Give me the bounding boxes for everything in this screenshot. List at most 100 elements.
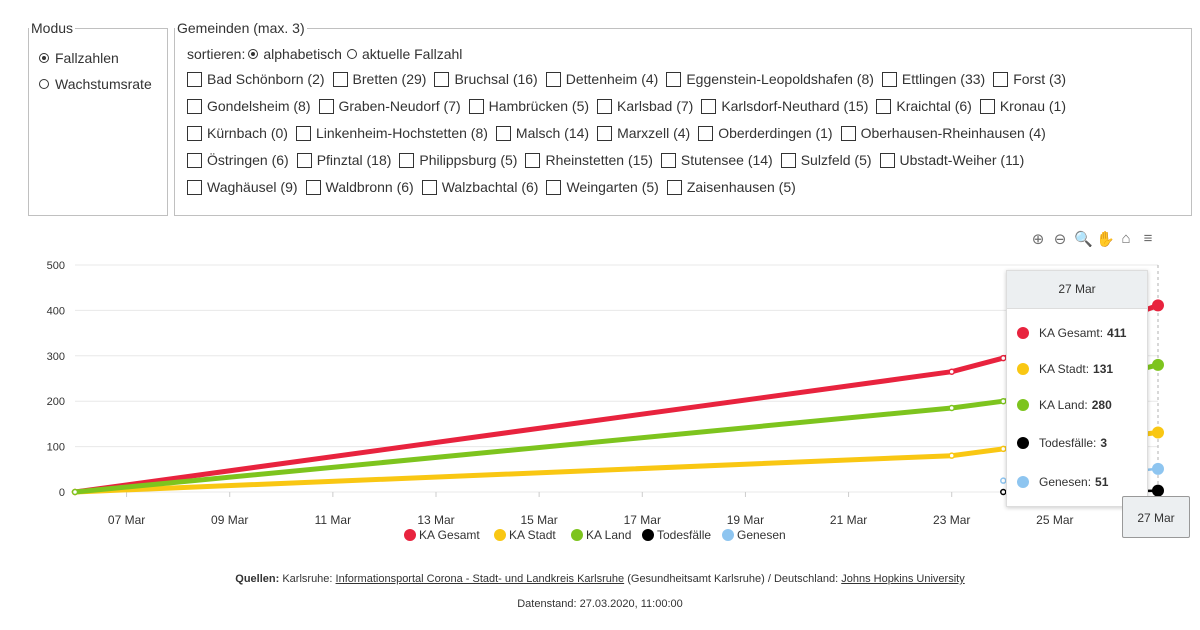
gemeinde-checkbox[interactable] — [660, 152, 676, 168]
gemeinde-option[interactable]: Rheinstetten (15) — [525, 152, 653, 168]
tooltip-label: Genesen: 51 — [1039, 475, 1109, 489]
gemeinde-option[interactable]: Hambrücken (5) — [468, 98, 589, 114]
tooltip-marker — [1017, 437, 1029, 449]
home-icon[interactable]: ⌂ — [1121, 230, 1131, 247]
data-point — [71, 488, 79, 496]
legend-marker — [722, 529, 734, 541]
data-timestamp: Datenstand: 27.03.2020, 11:00:00 — [517, 598, 683, 610]
radio-wachstumsrate[interactable] — [39, 79, 49, 89]
legend-label: KA Gesamt — [419, 528, 480, 542]
gemeinde-checkbox[interactable] — [666, 71, 682, 87]
gemeinde-option[interactable]: Waldbronn (6) — [305, 179, 414, 195]
gemeinde-option[interactable]: Gondelsheim (8) — [187, 98, 311, 114]
gemeinde-option[interactable]: Walzbachtal (6) — [421, 179, 539, 195]
gemeinde-checkbox[interactable] — [545, 71, 561, 87]
gemeinde-option[interactable]: Oberderdingen (1) — [698, 125, 833, 141]
tooltip-value: 51 — [1095, 475, 1109, 489]
gemeinde-checkbox[interactable] — [296, 152, 312, 168]
gemeinde-checkbox[interactable] — [876, 98, 892, 114]
pan-icon[interactable]: ✋ — [1096, 231, 1115, 248]
gemeinde-option[interactable]: Kraichtal (6) — [876, 98, 972, 114]
zoom-in-icon[interactable]: ⊕ — [1031, 231, 1045, 248]
gemeinde-option[interactable]: Sulzfeld (5) — [780, 152, 872, 168]
gemeinde-checkbox[interactable] — [701, 98, 717, 114]
gemeinde-option[interactable]: Linkenheim-Hochstetten (8) — [295, 125, 488, 141]
gemeinde-checkbox[interactable] — [187, 179, 202, 195]
gemeinde-label: Stutensee (14) — [680, 152, 773, 168]
gemeinden-group: Gemeinden (max. 3) sortieren: alphabetis… — [174, 20, 1192, 216]
gemeinde-option[interactable]: Weingarten (5) — [546, 179, 659, 195]
gemeinde-option[interactable]: Bruchsal (16) — [434, 71, 538, 87]
gemeinde-option[interactable]: Stutensee (14) — [660, 152, 773, 168]
gemeinde-checkbox[interactable] — [318, 98, 334, 114]
gemeinde-checkbox[interactable] — [434, 71, 450, 87]
zoom-selection-icon[interactable]: 🔍 — [1074, 231, 1093, 248]
radio-sort-fallzahl[interactable] — [346, 49, 357, 59]
tooltip-row: KA Gesamt: 411 — [1017, 326, 1126, 340]
radio-sort-alphabetisch[interactable] — [248, 49, 259, 59]
gemeinde-label: Bruchsal (16) — [454, 71, 538, 87]
gemeinde-option[interactable]: Pfinztal (18) — [296, 152, 391, 168]
gemeinde-option[interactable]: Malsch (14) — [495, 125, 589, 141]
gemeinde-checkbox[interactable] — [187, 152, 202, 168]
gemeinde-option[interactable]: Östringen (6) — [187, 152, 289, 168]
gemeinde-option[interactable]: Dettenheim (4) — [545, 71, 658, 87]
gemeinde-checkbox[interactable] — [666, 179, 682, 195]
gemeinde-checkbox[interactable] — [468, 98, 484, 114]
y-tick-label: 400 — [47, 305, 65, 317]
menu-icon[interactable]: ≡ — [1143, 230, 1153, 247]
gemeinde-option[interactable]: Oberhausen-Rheinhausen (4) — [840, 125, 1046, 141]
gemeinde-option[interactable]: Zaisenhausen (5) — [666, 179, 796, 195]
gemeinde-option[interactable]: Philippsburg (5) — [399, 152, 517, 168]
tooltip-marker — [1017, 399, 1029, 411]
gemeinde-checkbox[interactable] — [879, 152, 895, 168]
gemeinde-option[interactable]: Ubstadt-Weiher (11) — [879, 152, 1024, 168]
gemeinde-option[interactable]: Karlsbad (7) — [597, 98, 693, 114]
gemeinde-option[interactable]: Waghäusel (9) — [187, 179, 298, 195]
gemeinde-checkbox[interactable] — [421, 179, 437, 195]
gemeinde-option[interactable]: Bretten (29) — [332, 71, 426, 87]
gemeinde-checkbox[interactable] — [698, 125, 714, 141]
gemeinde-option[interactable]: Forst (3) — [993, 71, 1066, 87]
gemeinde-checkbox[interactable] — [840, 125, 856, 141]
gemeinde-checkbox[interactable] — [546, 179, 562, 195]
gemeinde-label: Östringen (6) — [207, 152, 289, 168]
gemeinde-option[interactable]: Bad Schönborn (2) — [187, 71, 325, 87]
gemeinde-checkbox[interactable] — [495, 125, 511, 141]
zoom-out-icon[interactable]: ⊖ — [1053, 231, 1067, 248]
gemeinde-checkbox[interactable] — [399, 152, 415, 168]
gemeinde-checkbox[interactable] — [187, 98, 202, 114]
gemeinde-option[interactable]: Ettlingen (33) — [881, 71, 985, 87]
mode-wachstumsrate-option[interactable]: Wachstumsrate — [39, 76, 152, 92]
gemeinde-checkbox[interactable] — [993, 71, 1009, 87]
tooltip-row: Genesen: 51 — [1017, 475, 1108, 489]
gemeinde-option[interactable]: Kürnbach (0) — [187, 125, 288, 141]
gemeinde-checkbox[interactable] — [305, 179, 321, 195]
source-link-karlsruhe[interactable]: Informationsportal Corona - Stadt- und L… — [335, 573, 625, 585]
gemeinde-option[interactable]: Kronau (1) — [979, 98, 1066, 114]
gemeinde-option[interactable]: Eggenstein-Leopoldshafen (8) — [666, 71, 874, 87]
radio-fallzahlen[interactable] — [39, 53, 49, 63]
gemeinde-option[interactable]: Karlsdorf-Neuthard (15) — [701, 98, 868, 114]
legend-label: Genesen — [737, 528, 786, 542]
gemeinde-label: Graben-Neudorf (7) — [338, 98, 461, 114]
mode-fallzahlen-option[interactable]: Fallzahlen — [39, 50, 119, 66]
source-link-jhu[interactable]: Johns Hopkins University — [841, 573, 965, 585]
gemeinde-label: Walzbachtal (6) — [441, 179, 539, 195]
source-link-suffix: (Gesundheitsamt Karlsruhe) / Deutschland… — [627, 573, 839, 585]
gemeinde-checkbox[interactable] — [780, 152, 796, 168]
gemeinde-checkbox[interactable] — [332, 71, 348, 87]
gemeinde-checkbox[interactable] — [979, 98, 995, 114]
gemeinde-checkbox[interactable] — [295, 125, 311, 141]
gemeinde-checkbox[interactable] — [597, 125, 613, 141]
gemeinde-option[interactable]: Graben-Neudorf (7) — [318, 98, 461, 114]
gemeinde-row: Bad Schönborn (2) Bretten (29) Bruchsal (1… — [187, 71, 1074, 87]
gemeinde-option[interactable]: Marxzell (4) — [597, 125, 690, 141]
gemeinde-checkbox[interactable] — [187, 71, 202, 87]
modus-legend: Modus — [31, 20, 74, 36]
gemeinde-checkbox[interactable] — [187, 125, 202, 141]
gemeinde-checkbox[interactable] — [881, 71, 897, 87]
legend-marker — [571, 529, 583, 541]
gemeinde-checkbox[interactable] — [597, 98, 613, 114]
gemeinde-checkbox[interactable] — [525, 152, 541, 168]
